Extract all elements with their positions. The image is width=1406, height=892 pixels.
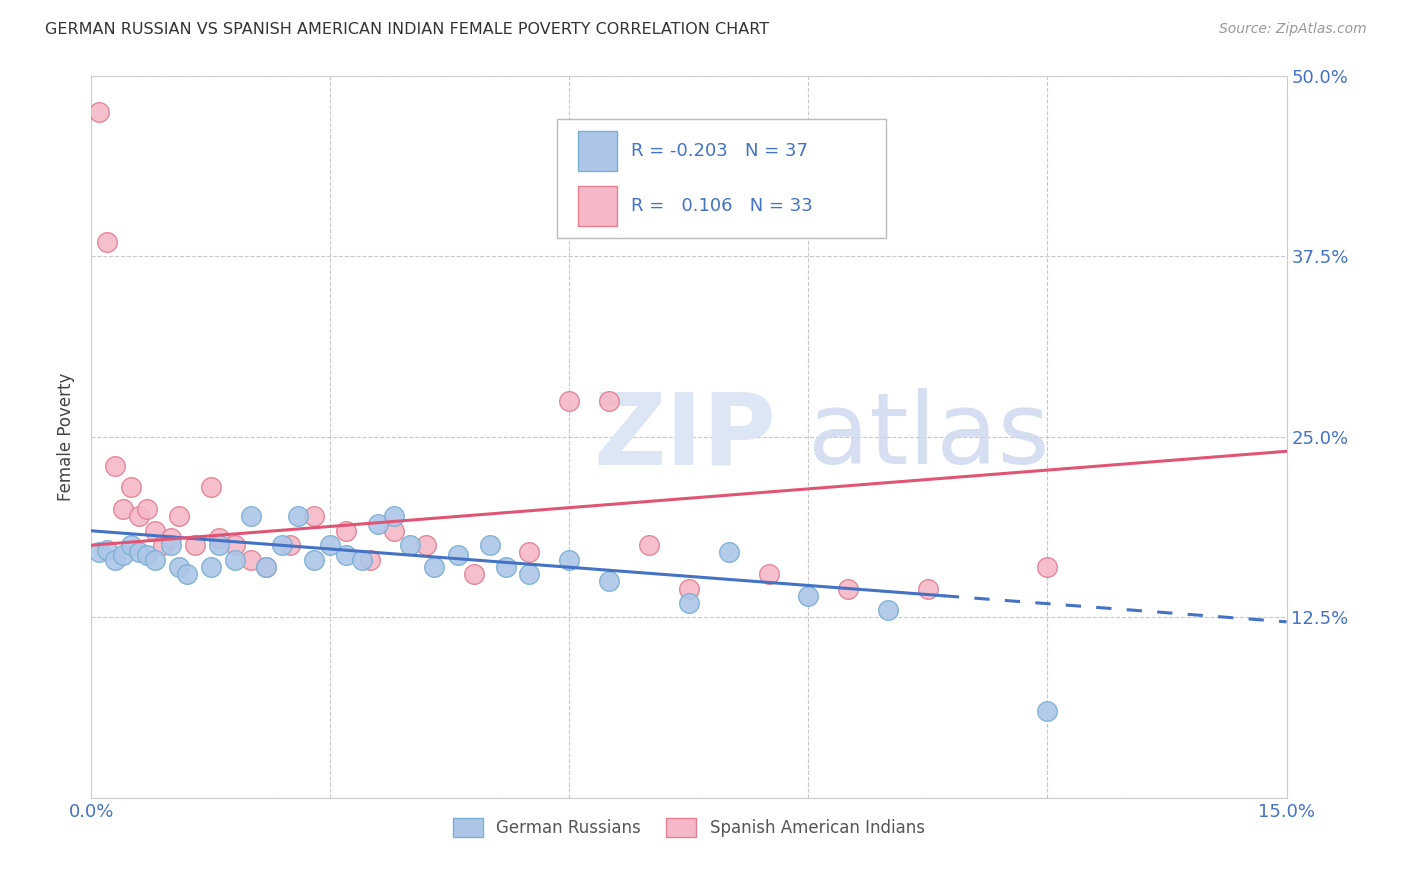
FancyBboxPatch shape <box>557 119 886 238</box>
Point <box>917 582 939 596</box>
Point <box>399 538 422 552</box>
Point <box>758 567 780 582</box>
Point <box>87 104 110 119</box>
Point <box>167 560 190 574</box>
Point <box>120 480 142 494</box>
Text: GERMAN RUSSIAN VS SPANISH AMERICAN INDIAN FEMALE POVERTY CORRELATION CHART: GERMAN RUSSIAN VS SPANISH AMERICAN INDIA… <box>45 22 769 37</box>
Point <box>304 552 326 566</box>
Point <box>104 458 127 473</box>
Text: R = -0.203   N = 37: R = -0.203 N = 37 <box>631 142 808 160</box>
Point <box>96 235 118 249</box>
Point <box>112 549 135 563</box>
Point <box>598 574 620 589</box>
Point <box>382 509 405 524</box>
Point <box>104 552 127 566</box>
Point <box>352 552 374 566</box>
Point <box>112 502 135 516</box>
Point <box>837 582 859 596</box>
Point <box>128 509 150 524</box>
Point <box>478 538 501 552</box>
Point <box>96 542 118 557</box>
Text: Source: ZipAtlas.com: Source: ZipAtlas.com <box>1219 22 1367 37</box>
Point <box>208 538 231 552</box>
Point <box>143 524 166 538</box>
Point <box>224 552 246 566</box>
Text: ZIP: ZIP <box>593 388 776 485</box>
Point <box>598 393 620 408</box>
Point <box>120 538 142 552</box>
Point <box>160 531 183 545</box>
Legend: German Russians, Spanish American Indians: German Russians, Spanish American Indian… <box>447 812 931 844</box>
Point <box>519 567 541 582</box>
Point <box>797 589 820 603</box>
Point <box>382 524 405 538</box>
Point <box>558 393 581 408</box>
Point <box>495 560 517 574</box>
Point <box>167 509 190 524</box>
Point <box>367 516 389 531</box>
Point <box>423 560 446 574</box>
Text: atlas: atlas <box>808 388 1050 485</box>
Point <box>280 538 302 552</box>
Point <box>143 552 166 566</box>
Point <box>271 538 294 552</box>
Point <box>200 480 222 494</box>
Point <box>136 549 159 563</box>
Bar <box>578 131 617 171</box>
Point <box>176 567 198 582</box>
Point <box>152 538 174 552</box>
Point <box>319 538 342 552</box>
Point <box>519 545 541 559</box>
Point <box>287 509 309 524</box>
Point <box>678 582 700 596</box>
Text: R =   0.106   N = 33: R = 0.106 N = 33 <box>631 197 813 215</box>
Point <box>136 502 159 516</box>
Point <box>184 538 207 552</box>
Bar <box>578 186 617 226</box>
Y-axis label: Female Poverty: Female Poverty <box>58 373 75 501</box>
Point <box>256 560 278 574</box>
Point <box>1036 560 1059 574</box>
Point <box>128 545 150 559</box>
Point <box>335 549 357 563</box>
Point <box>208 531 231 545</box>
Point <box>304 509 326 524</box>
Point <box>335 524 357 538</box>
Point <box>463 567 485 582</box>
Point <box>224 538 246 552</box>
Point <box>200 560 222 574</box>
Point <box>160 538 183 552</box>
Point <box>256 560 278 574</box>
Point <box>558 552 581 566</box>
Point <box>447 549 470 563</box>
Point <box>1036 705 1059 719</box>
Point <box>415 538 437 552</box>
Point <box>239 552 262 566</box>
Point <box>877 603 900 617</box>
Point <box>359 552 381 566</box>
Point <box>638 538 661 552</box>
Point <box>87 545 110 559</box>
Point <box>239 509 262 524</box>
Point <box>678 596 700 610</box>
Point <box>717 545 740 559</box>
